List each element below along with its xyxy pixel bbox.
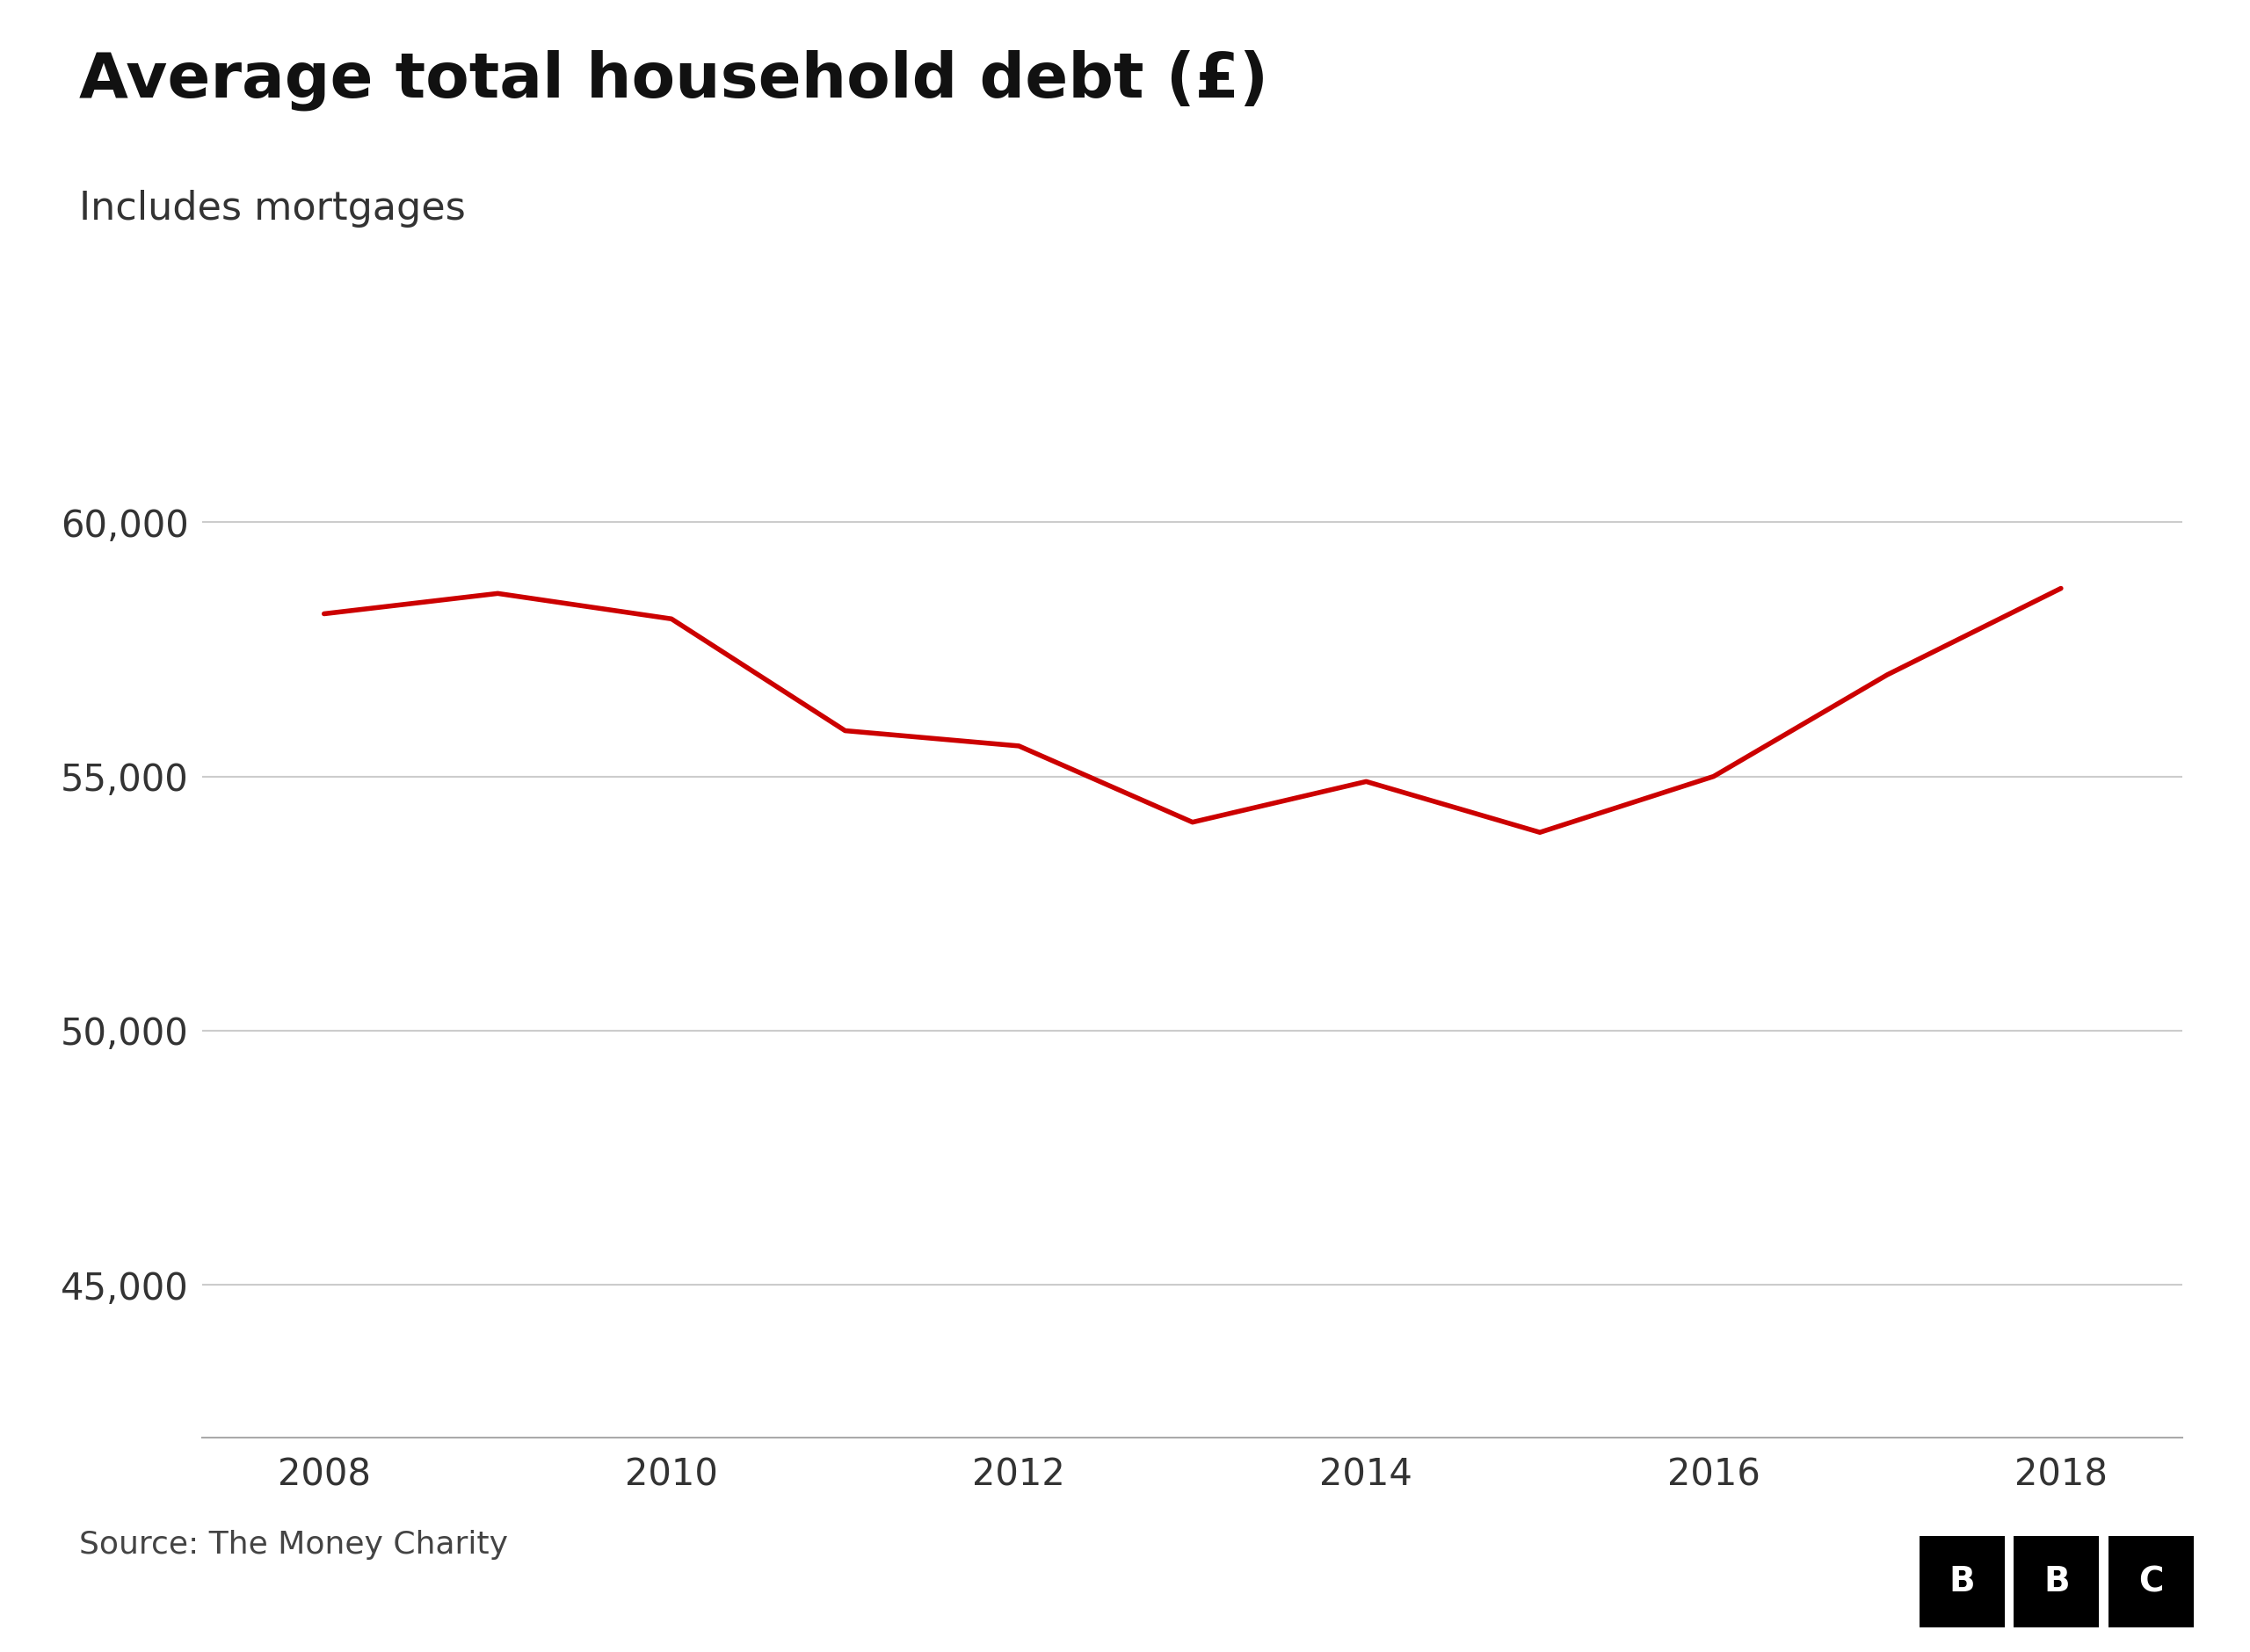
Text: Average total household debt (£): Average total household debt (£) bbox=[79, 50, 1269, 111]
Text: B: B bbox=[2043, 1564, 2070, 1599]
Text: Source: The Money Charity: Source: The Money Charity bbox=[79, 1530, 509, 1559]
Text: C: C bbox=[2138, 1564, 2164, 1599]
Text: Includes mortgages: Includes mortgages bbox=[79, 190, 466, 228]
Text: B: B bbox=[1948, 1564, 1976, 1599]
